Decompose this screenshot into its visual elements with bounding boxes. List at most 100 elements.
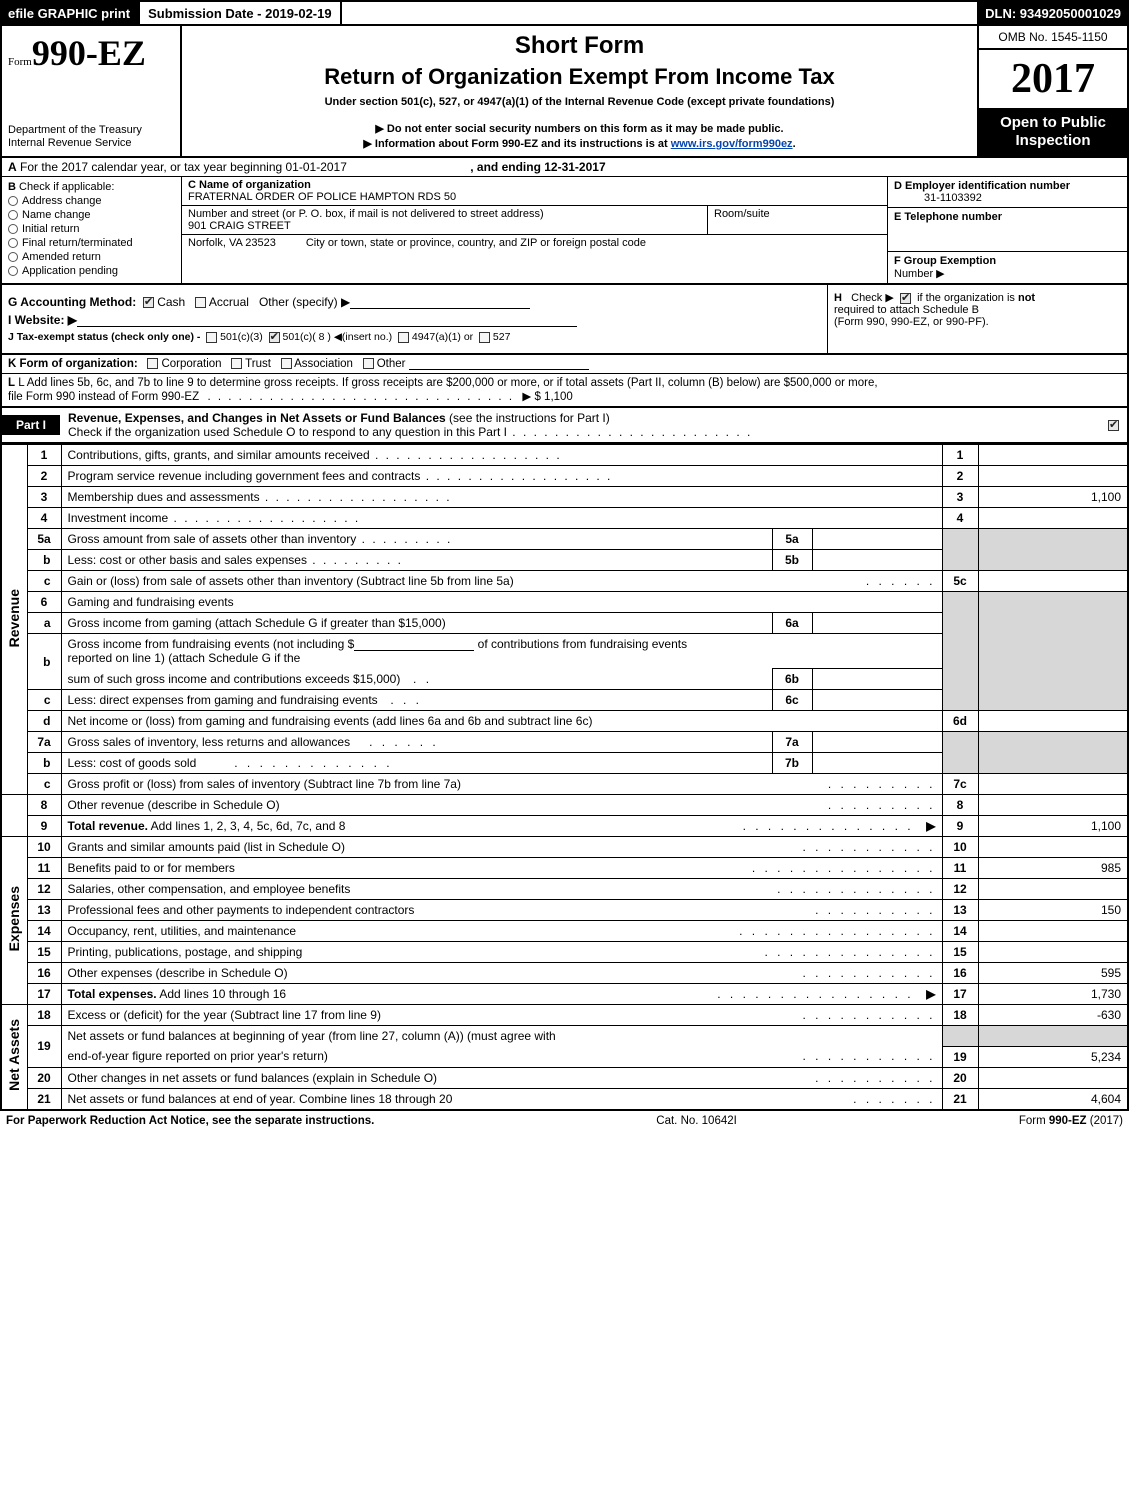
cell-city: Norfolk, VA 23523 City or town, state or… bbox=[182, 235, 887, 251]
open-to-public-badge: Open to Public Inspection bbox=[979, 108, 1127, 156]
table-row: 19 Net assets or fund balances at beginn… bbox=[1, 1026, 1128, 1047]
info-line: ▶ Information about Form 990-EZ and its … bbox=[363, 137, 795, 150]
h-block: H Check ▶ if the organization is not req… bbox=[827, 285, 1127, 353]
checkbox-icon[interactable] bbox=[195, 297, 206, 308]
table-row: d Net income or (loss) from gaming and f… bbox=[1, 711, 1128, 732]
mini-num: 5b bbox=[772, 550, 812, 571]
line-num: b bbox=[27, 550, 61, 571]
line-desc: Gross amount from sale of assets other t… bbox=[61, 529, 772, 550]
header-middle: Short Form Return of Organization Exempt… bbox=[182, 26, 977, 156]
h-text4: (Form 990, 990-EZ, or 990-PF). bbox=[834, 316, 1121, 328]
box-val: -630 bbox=[978, 1005, 1128, 1026]
checkbox-icon[interactable] bbox=[479, 332, 490, 343]
city-value: Norfolk, VA 23523 bbox=[188, 237, 276, 249]
form-header: Form990-EZ Department of the Treasury In… bbox=[0, 26, 1129, 158]
room-cell: Room/suite bbox=[707, 206, 887, 235]
checkbox-icon[interactable] bbox=[363, 358, 374, 369]
mini-num: 6b bbox=[772, 669, 812, 690]
chk-application-pending[interactable]: Application pending bbox=[8, 265, 175, 277]
table-row: 7a Gross sales of inventory, less return… bbox=[1, 732, 1128, 753]
box-val: 1,730 bbox=[978, 984, 1128, 1005]
city-label: City or town, state or province, country… bbox=[306, 237, 646, 249]
line-num: c bbox=[27, 571, 61, 592]
checkbox-icon[interactable] bbox=[147, 358, 158, 369]
part1-header: Part I Revenue, Expenses, and Changes in… bbox=[0, 408, 1129, 444]
j-label: J Tax-exempt status (check only one) - bbox=[8, 331, 200, 343]
part1-title: Revenue, Expenses, and Changes in Net As… bbox=[68, 411, 446, 425]
k-other-fill bbox=[409, 358, 589, 370]
checkbox-icon[interactable] bbox=[269, 332, 280, 343]
h-text2: if the organization is bbox=[917, 292, 1018, 304]
footer-left: For Paperwork Reduction Act Notice, see … bbox=[6, 1115, 374, 1127]
street-value: 901 CRAIG STREET bbox=[188, 220, 701, 232]
g-cash: Cash bbox=[157, 295, 185, 309]
chk-initial-return[interactable]: Initial return bbox=[8, 223, 175, 235]
box-num: 9 bbox=[942, 816, 978, 837]
box-num: 3 bbox=[942, 487, 978, 508]
line-num: 4 bbox=[27, 508, 61, 529]
table-row: 12 Salaries, other compensation, and emp… bbox=[1, 879, 1128, 900]
row-l: L L Add lines 5b, 6c, and 7b to line 9 t… bbox=[0, 374, 1129, 408]
chk-final-return[interactable]: Final return/terminated bbox=[8, 237, 175, 249]
table-row: 2 Program service revenue including gove… bbox=[1, 466, 1128, 487]
shade-cell bbox=[942, 732, 978, 774]
box-val bbox=[978, 466, 1128, 487]
d-ein-cell: D Employer identification number 31-1103… bbox=[888, 177, 1127, 208]
ein-value: 31-1103392 bbox=[894, 192, 1121, 204]
table-row: end-of-year figure reported on prior yea… bbox=[1, 1046, 1128, 1067]
label-a: A bbox=[8, 160, 17, 174]
tax-year: 2017 bbox=[979, 50, 1127, 108]
shade-cell bbox=[978, 1026, 1128, 1047]
line-num: 8 bbox=[27, 795, 61, 816]
efile-badge: efile GRAPHIC print bbox=[0, 0, 138, 26]
table-row: 9 Total revenue. Add lines 1, 2, 3, 4, 5… bbox=[1, 816, 1128, 837]
table-row: 20 Other changes in net assets or fund b… bbox=[1, 1067, 1128, 1088]
box-num: 15 bbox=[942, 942, 978, 963]
checkbox-icon[interactable] bbox=[281, 358, 292, 369]
checkbox-icon[interactable] bbox=[398, 332, 409, 343]
e-label: E Telephone number bbox=[894, 211, 1002, 223]
box-val bbox=[978, 445, 1128, 466]
line-num: 13 bbox=[27, 900, 61, 921]
shade-cell bbox=[942, 1026, 978, 1047]
mini-num: 6c bbox=[772, 690, 812, 711]
part1-desc: Revenue, Expenses, and Changes in Net As… bbox=[60, 408, 1108, 442]
box-val bbox=[978, 879, 1128, 900]
part1-checkbox[interactable] bbox=[1108, 418, 1127, 432]
shade-cell bbox=[978, 592, 1128, 711]
d-label: D Employer identification number bbox=[894, 180, 1070, 192]
room-label: Room/suite bbox=[714, 208, 881, 220]
l-text1: L Add lines 5b, 6c, and 7b to line 9 to … bbox=[18, 377, 877, 389]
street-cell: Number and street (or P. O. box, if mail… bbox=[182, 206, 707, 235]
line-desc: Contributions, gifts, grants, and simila… bbox=[61, 445, 942, 466]
mini-val bbox=[812, 690, 942, 711]
line-num: 11 bbox=[27, 858, 61, 879]
checkbox-icon[interactable] bbox=[231, 358, 242, 369]
checkbox-icon[interactable] bbox=[206, 332, 217, 343]
table-row: Expenses 10 Grants and similar amounts p… bbox=[1, 837, 1128, 858]
box-num: 20 bbox=[942, 1067, 978, 1088]
form-word: Form bbox=[8, 56, 32, 68]
line-desc: Benefits paid to or for members. . . . .… bbox=[61, 858, 942, 879]
box-num: 21 bbox=[942, 1088, 978, 1110]
line-desc: Membership dues and assessments bbox=[61, 487, 942, 508]
shade-cell bbox=[978, 529, 1128, 571]
chk-address-change[interactable]: Address change bbox=[8, 195, 175, 207]
chk-name-change[interactable]: Name change bbox=[8, 209, 175, 221]
info-suffix: . bbox=[793, 138, 796, 150]
under-section-text: Under section 501(c), 527, or 4947(a)(1)… bbox=[325, 96, 835, 108]
box-val bbox=[978, 837, 1128, 858]
checkbox-icon[interactable] bbox=[900, 293, 911, 304]
checkbox-icon[interactable] bbox=[143, 297, 154, 308]
top-bar: efile GRAPHIC print Submission Date - 20… bbox=[0, 0, 1129, 26]
box-val: 5,234 bbox=[978, 1046, 1128, 1067]
box-val: 985 bbox=[978, 858, 1128, 879]
part1-sub: Check if the organization used Schedule … bbox=[68, 425, 507, 439]
table-row: Revenue 1 Contributions, gifts, grants, … bbox=[1, 445, 1128, 466]
chk-amended-return[interactable]: Amended return bbox=[8, 251, 175, 263]
chk-label: Initial return bbox=[22, 223, 79, 235]
form-number: 990-EZ bbox=[32, 33, 146, 73]
line-num: 7a bbox=[27, 732, 61, 753]
row-k: K Form of organization: Corporation Trus… bbox=[0, 355, 1129, 374]
info-link[interactable]: www.irs.gov/form990ez bbox=[671, 138, 793, 150]
